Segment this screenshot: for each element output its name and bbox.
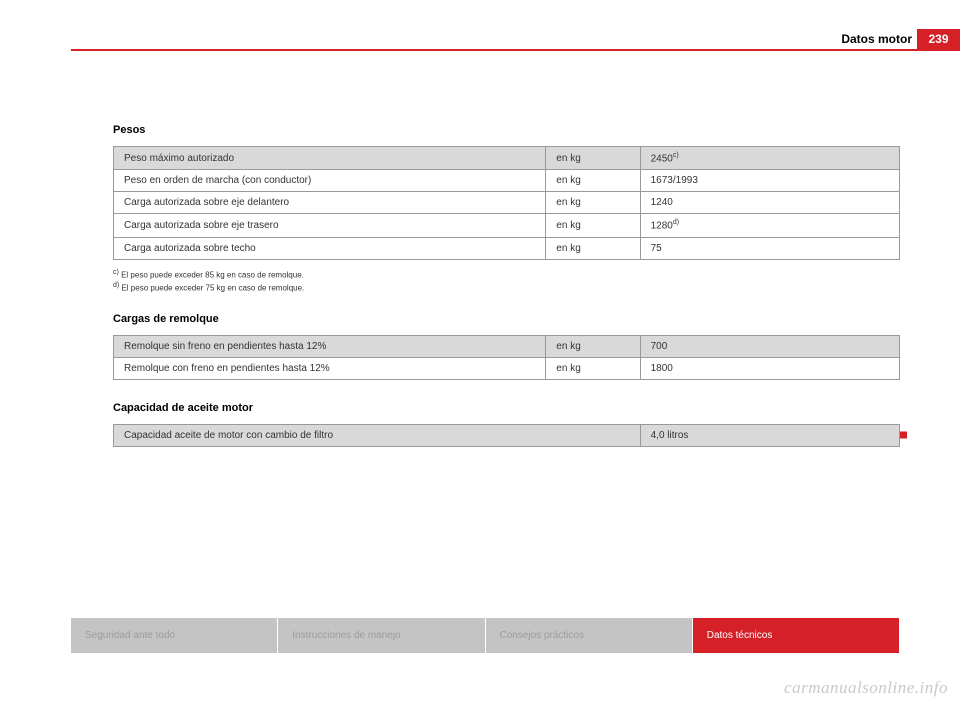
cell-unit: en kg	[546, 335, 640, 357]
cell-label: Remolque sin freno en pendientes hasta 1…	[114, 335, 546, 357]
cell-label: Remolque con freno en pendientes hasta 1…	[114, 357, 546, 379]
table-row: Remolque sin freno en pendientes hasta 1…	[114, 335, 900, 357]
tab-instrucciones[interactable]: Instrucciones de manejo	[278, 618, 485, 653]
cell-unit: en kg	[546, 192, 640, 214]
cell-unit: en kg	[546, 214, 640, 237]
cell-value: 2450c)	[640, 147, 899, 170]
cargas-title: Cargas de remolque	[113, 313, 900, 325]
table-row: Remolque con freno en pendientes hasta 1…	[114, 357, 900, 379]
watermark: carmanualsonline.info	[784, 678, 948, 698]
footnote: c) El peso puede exceder 85 kg en caso d…	[113, 268, 900, 282]
cell-value: 4,0 litros	[640, 424, 899, 446]
page: 239 Datos motor Pesos Peso máximo autori…	[0, 0, 960, 708]
pesos-title: Pesos	[113, 124, 900, 136]
cell-unit: en kg	[546, 147, 640, 170]
cell-label: Carga autorizada sobre techo	[114, 237, 546, 259]
aceite-table: Capacidad aceite de motor con cambio de …	[113, 424, 900, 447]
cell-label: Carga autorizada sobre eje trasero	[114, 214, 546, 237]
cell-unit: en kg	[546, 237, 640, 259]
cell-unit: en kg	[546, 170, 640, 192]
tab-seguridad[interactable]: Seguridad ante todo	[71, 618, 278, 653]
tab-consejos[interactable]: Consejos prácticos	[486, 618, 693, 653]
table-row: Carga autorizada sobre eje delantero en …	[114, 192, 900, 214]
end-marker-icon	[900, 432, 907, 439]
cell-label: Peso máximo autorizado	[114, 147, 546, 170]
table-row: Carga autorizada sobre eje trasero en kg…	[114, 214, 900, 237]
table-row: Carga autorizada sobre techo en kg 75	[114, 237, 900, 259]
aceite-title: Capacidad de aceite motor	[113, 402, 900, 414]
table-row: Peso en orden de marcha (con conductor) …	[114, 170, 900, 192]
tab-datos-tecnicos[interactable]: Datos técnicos	[693, 618, 900, 653]
aceite-wrap: Capacidad aceite de motor con cambio de …	[113, 424, 900, 447]
table-row: Peso máximo autorizado en kg 2450c)	[114, 147, 900, 170]
cell-value: 1280d)	[640, 214, 899, 237]
table-row: Capacidad aceite de motor con cambio de …	[114, 424, 900, 446]
header-rule	[71, 49, 960, 51]
cell-value: 1240	[640, 192, 899, 214]
section-header: Datos motor	[841, 32, 912, 46]
pesos-footnotes: c) El peso puede exceder 85 kg en caso d…	[113, 268, 900, 295]
cargas-table: Remolque sin freno en pendientes hasta 1…	[113, 335, 900, 380]
cell-label: Capacidad aceite de motor con cambio de …	[114, 424, 641, 446]
content: Pesos Peso máximo autorizado en kg 2450c…	[113, 124, 900, 455]
bottom-tabs: Seguridad ante todo Instrucciones de man…	[71, 618, 900, 653]
cell-value: 1673/1993	[640, 170, 899, 192]
page-number-badge: 239	[917, 29, 960, 49]
cell-value: 75	[640, 237, 899, 259]
cell-value: 1800	[640, 357, 899, 379]
pesos-table: Peso máximo autorizado en kg 2450c) Peso…	[113, 146, 900, 260]
footnote: d) El peso puede exceder 75 kg en caso d…	[113, 281, 900, 295]
cell-label: Carga autorizada sobre eje delantero	[114, 192, 546, 214]
cell-unit: en kg	[546, 357, 640, 379]
cell-value: 700	[640, 335, 899, 357]
cell-label: Peso en orden de marcha (con conductor)	[114, 170, 546, 192]
